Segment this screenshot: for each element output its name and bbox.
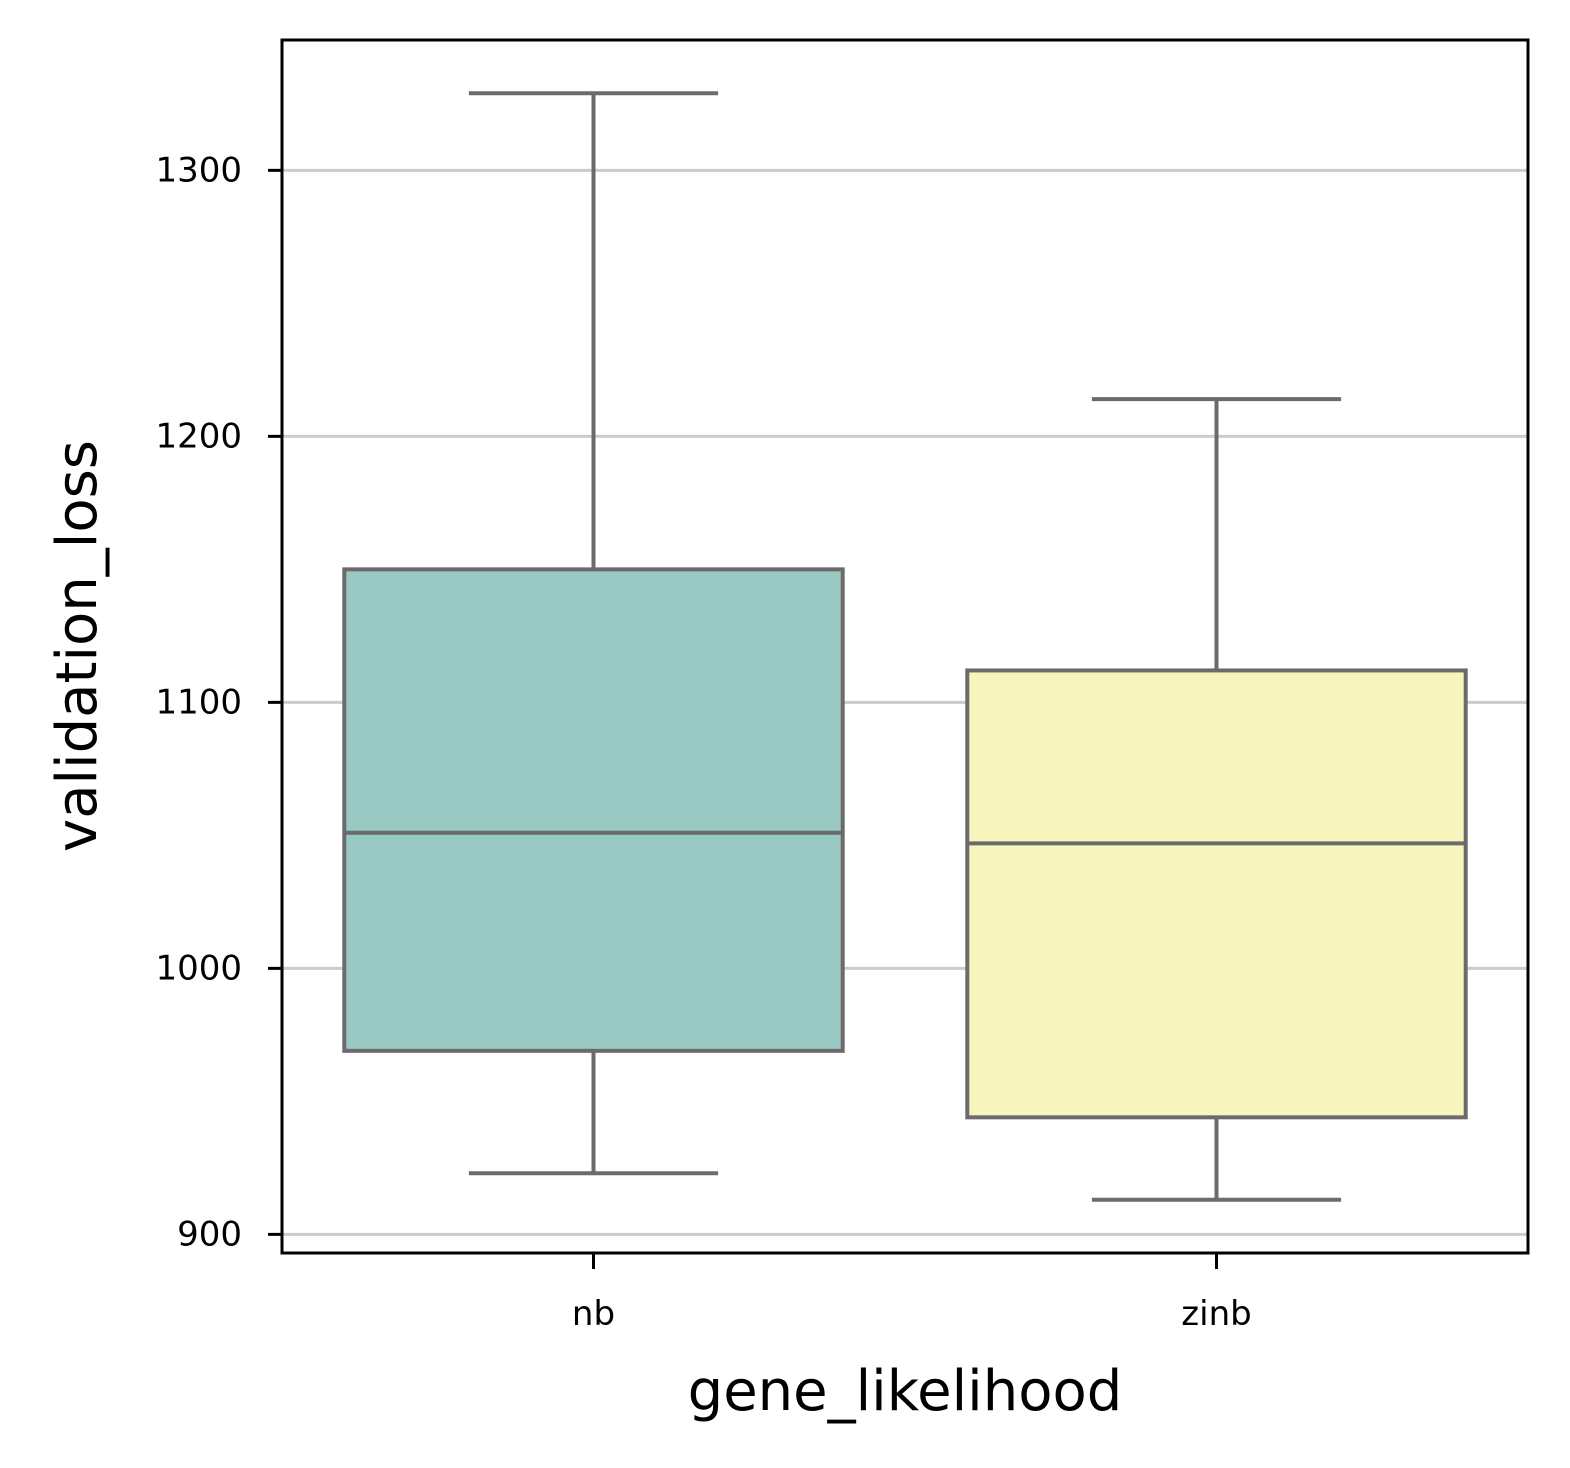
y-tick-label: 900 bbox=[177, 1214, 242, 1254]
boxes bbox=[342, 91, 1468, 1202]
x-tick-label: nb bbox=[572, 1294, 615, 1334]
x-axis-ticks: nb zinb bbox=[572, 1253, 1252, 1334]
y-tick-label: 1300 bbox=[155, 150, 242, 190]
box-nb bbox=[342, 91, 845, 1176]
x-tick-label: zinb bbox=[1181, 1294, 1251, 1334]
y-axis-ticks: 900 1000 1100 1200 1300 bbox=[155, 150, 282, 1254]
y-tick-label: 1200 bbox=[155, 416, 242, 456]
x-axis-label: gene_likelihood bbox=[688, 1359, 1123, 1424]
box-body bbox=[342, 567, 845, 1053]
box-body bbox=[965, 668, 1468, 1120]
y-tick-label: 1000 bbox=[155, 948, 242, 988]
y-axis-label: validation_loss bbox=[45, 440, 110, 852]
box-zinb bbox=[965, 397, 1468, 1202]
y-tick-label: 1100 bbox=[155, 682, 242, 722]
plot-frame bbox=[280, 38, 1530, 1255]
